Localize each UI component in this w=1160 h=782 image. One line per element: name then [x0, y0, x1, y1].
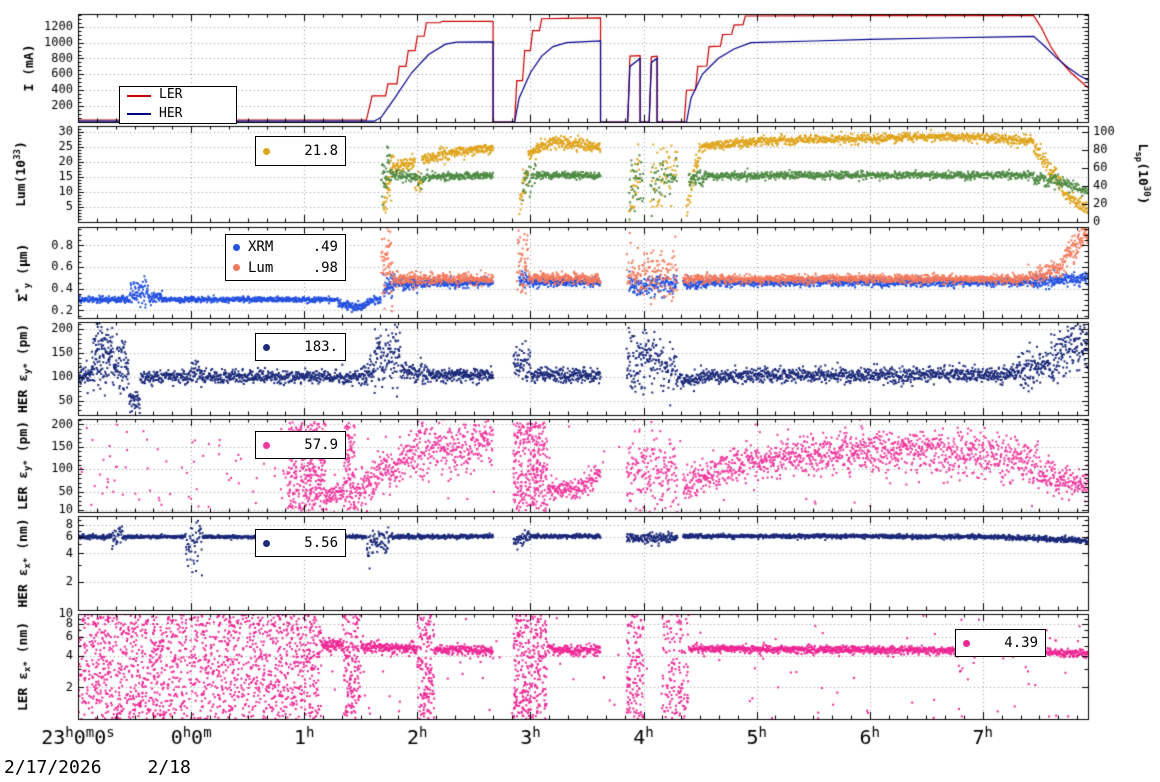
legend-row-ler-ey: 57.9: [263, 436, 338, 454]
legend-row-her: HER: [127, 106, 229, 123]
xrm-dot-marker: [233, 243, 240, 251]
legend-ler-ex: 4.39: [955, 629, 1046, 657]
legend-row-lum: 21.8: [263, 142, 338, 160]
legend-ler-ey: 57.9: [255, 431, 346, 459]
legend-sigma-y: XRM .49 Lum .98: [225, 234, 346, 281]
date-start: 2/17/2026: [4, 757, 102, 778]
xrm-label: XRM: [248, 239, 274, 256]
ler-line-sample: [127, 94, 151, 97]
lum-sigma-dot-marker: [233, 264, 240, 272]
legend-her-label: HER: [159, 106, 183, 121]
legend-row-lum-sigma: Lum .98: [233, 259, 338, 277]
her-ey-value: 183.: [304, 338, 338, 355]
date-next: 2/18: [147, 757, 191, 778]
ler-ex-value: 4.39: [1004, 634, 1038, 651]
legend-row-ler: LER: [127, 87, 229, 104]
legend-her-ex: 5.56: [255, 529, 346, 557]
xrm-value: .49: [312, 239, 338, 256]
lum-dot-marker: [263, 147, 270, 155]
lum-sigma-value: .98: [312, 259, 338, 276]
lum-sigma-label: Lum: [248, 259, 274, 276]
her-line-sample: [127, 113, 151, 116]
legend-her-ey: 183.: [255, 333, 346, 361]
date-label: 2/17/2026 2/18: [4, 757, 191, 778]
ler-ex-dot-marker: [963, 639, 970, 647]
her-ex-dot-marker: [263, 539, 270, 547]
legend-row-xrm: XRM .49: [233, 238, 338, 256]
her-ex-value: 5.56: [304, 534, 338, 551]
ler-ey-value: 57.9: [304, 436, 338, 453]
legend-currents: LER HER: [119, 86, 237, 124]
legend-row-ler-ex: 4.39: [963, 634, 1038, 652]
her-ey-dot-marker: [263, 343, 270, 351]
legend-luminosity: 21.8: [255, 136, 346, 166]
lum-value: 21.8: [304, 142, 338, 159]
legend-row-her-ex: 5.56: [263, 534, 338, 552]
legend-row-her-ey: 183.: [263, 338, 338, 356]
legend-ler-label: LER: [159, 87, 183, 103]
ler-ey-dot-marker: [263, 441, 270, 449]
